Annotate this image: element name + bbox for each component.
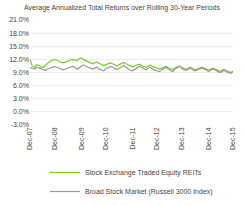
svg-text:Stock Exchange Traded Equity R: Stock Exchange Traded Equity REITs	[85, 169, 202, 177]
svg-text:6.0%: 6.0%	[13, 82, 29, 89]
svg-text:0.0%: 0.0%	[13, 108, 29, 115]
svg-text:Average Annualized Total Retur: Average Annualized Total Returns over Ro…	[24, 4, 220, 12]
svg-text:Dec-13: Dec-13	[178, 127, 185, 150]
svg-text:21.0%: 21.0%	[9, 16, 29, 23]
svg-text:Dec-10: Dec-10	[102, 127, 109, 150]
svg-text:Dec-14: Dec-14	[205, 127, 212, 150]
svg-text:18.0%: 18.0%	[9, 30, 29, 37]
svg-text:Dec-07: Dec-07	[26, 127, 33, 150]
svg-text:Dec-11: Dec-11	[129, 127, 136, 149]
svg-text:-3.0%: -3.0%	[11, 121, 29, 128]
svg-text:Dec-09: Dec-09	[78, 127, 85, 150]
svg-text:3.0%: 3.0%	[13, 95, 29, 102]
svg-text:Dec-08: Dec-08	[51, 127, 58, 150]
svg-text:9.0%: 9.0%	[13, 69, 29, 76]
svg-text:Broad Stock Market (Russell 30: Broad Stock Market (Russell 3000 Index)	[85, 188, 213, 196]
svg-text:Dec-15: Dec-15	[229, 127, 236, 150]
svg-text:15.0%: 15.0%	[9, 43, 29, 50]
svg-text:12.0%: 12.0%	[9, 56, 29, 63]
svg-text:Dec-12: Dec-12	[153, 127, 160, 150]
